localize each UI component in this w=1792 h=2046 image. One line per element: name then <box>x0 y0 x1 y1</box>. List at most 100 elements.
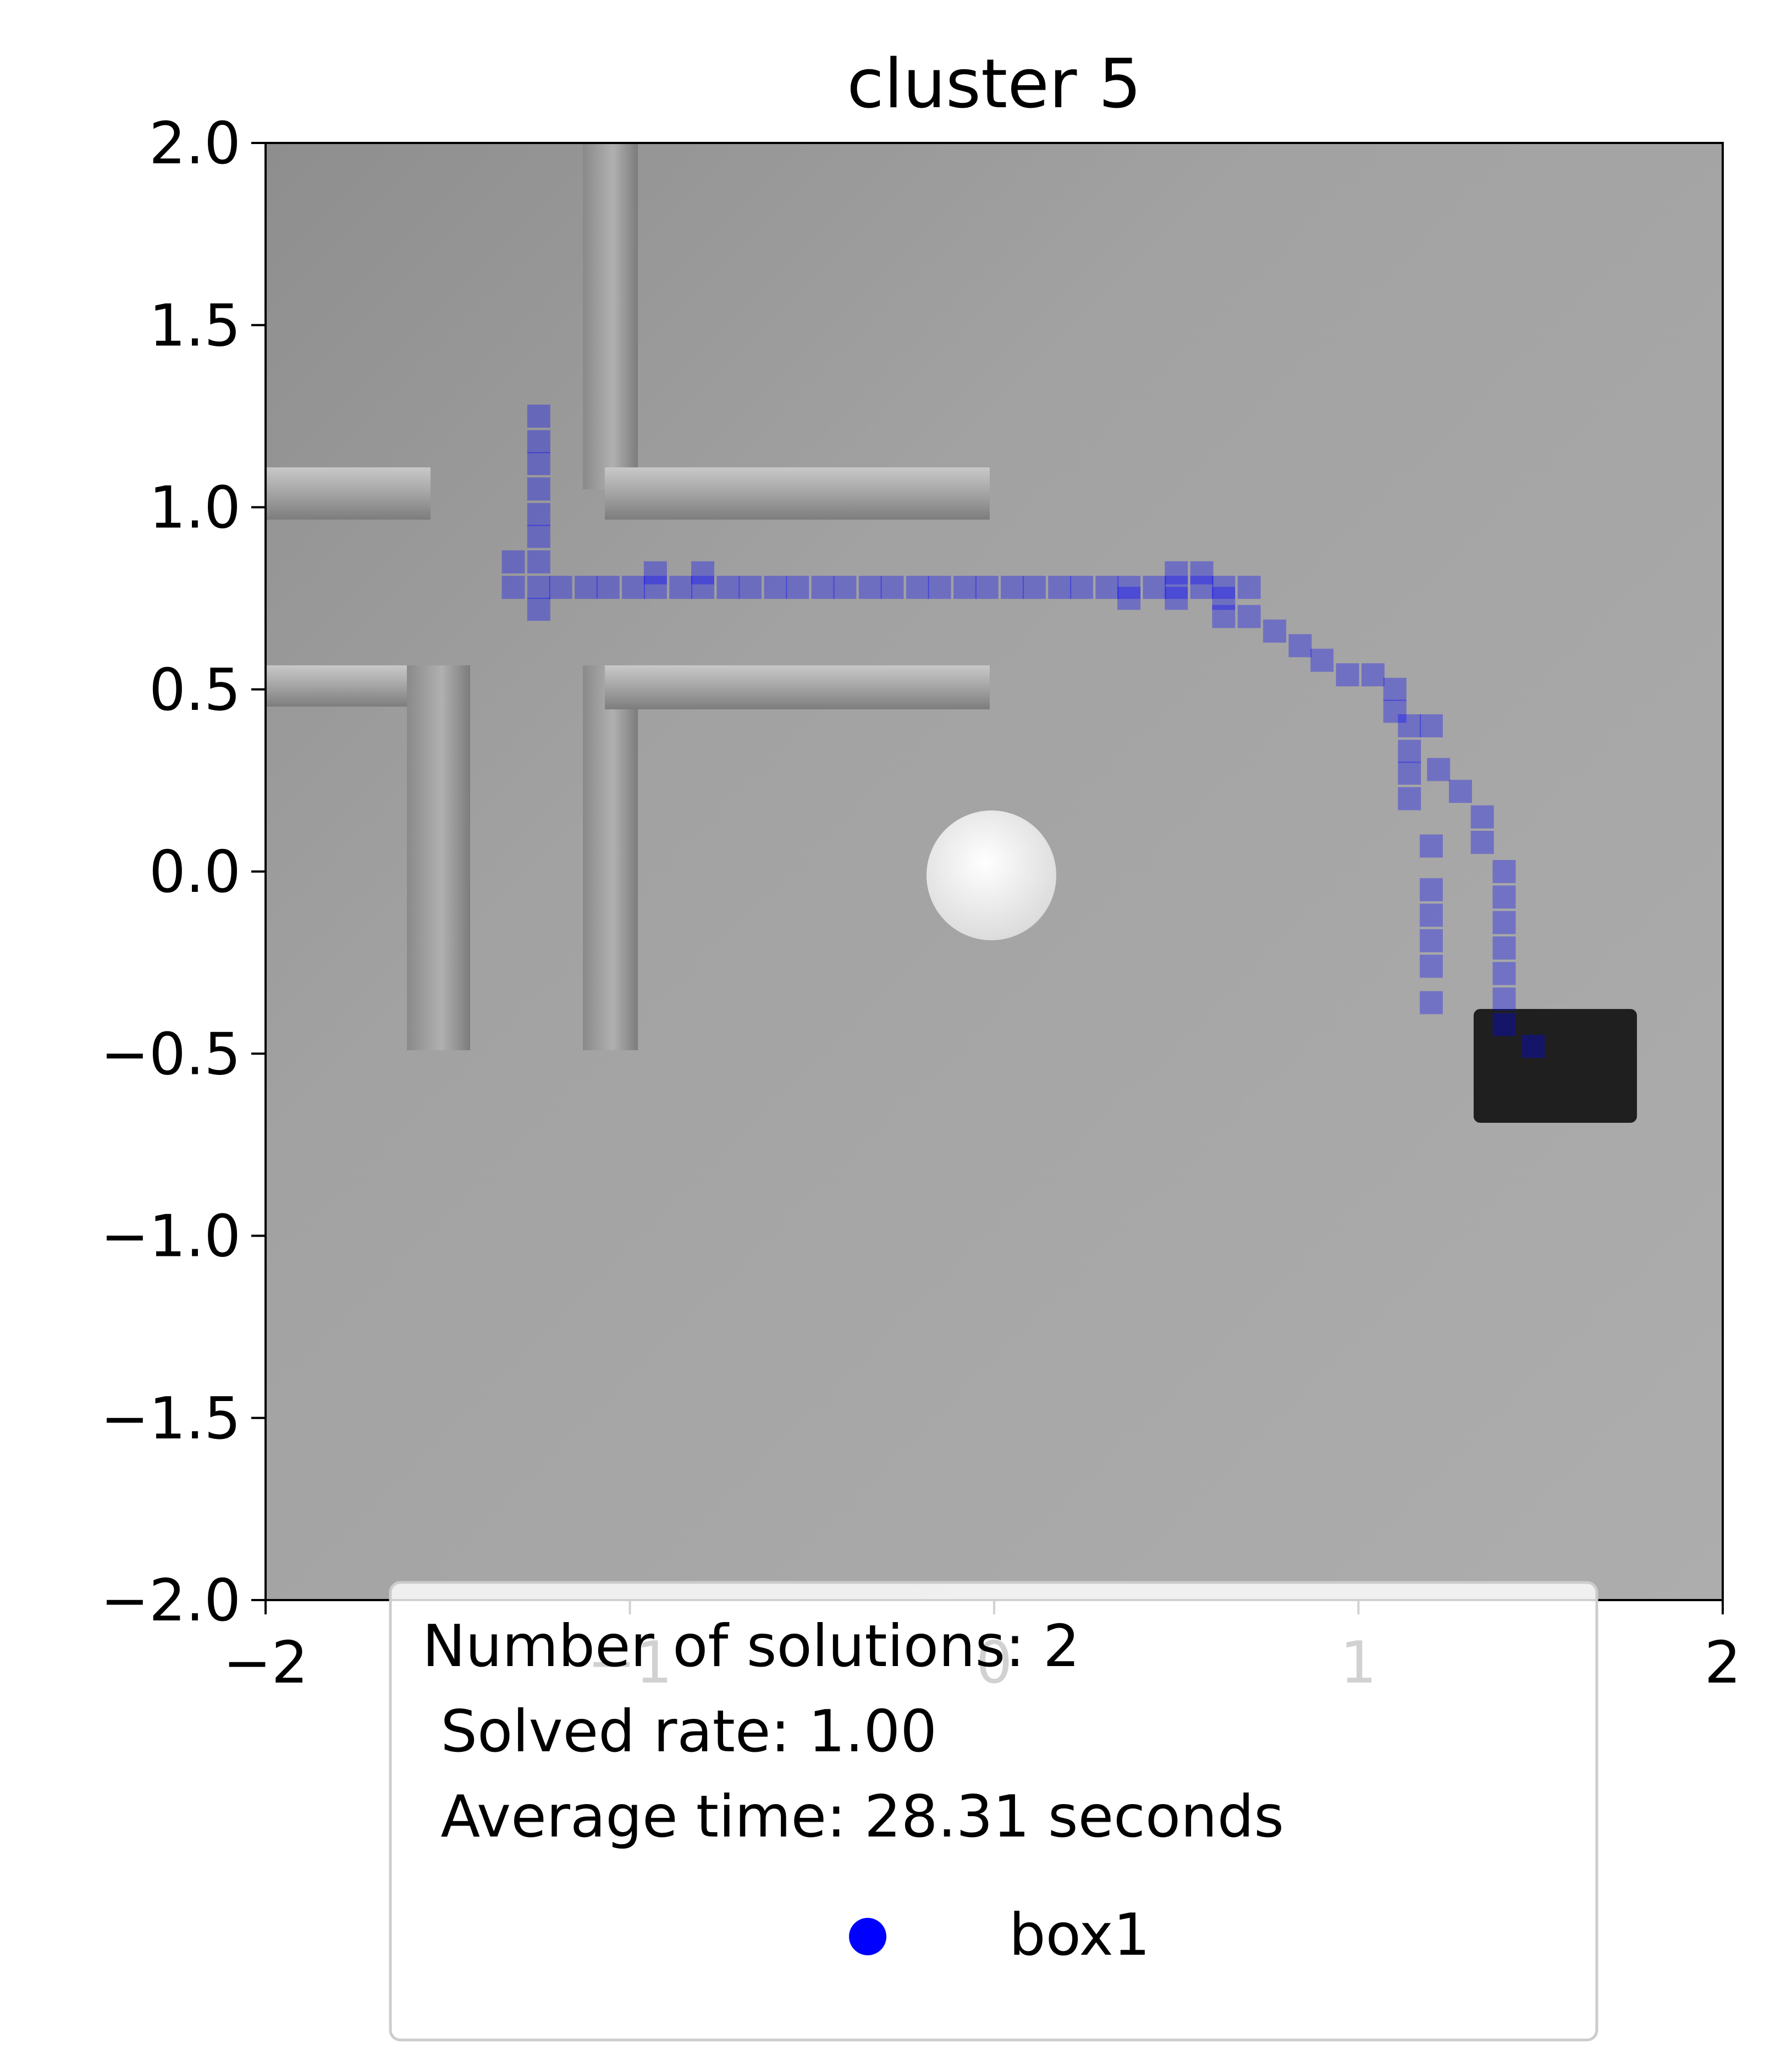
box1-point <box>1492 911 1516 934</box>
y-tick-label: −2.0 <box>101 1567 241 1634</box>
box1-point <box>527 404 550 428</box>
box1-point <box>527 525 550 548</box>
box1-point <box>596 576 620 599</box>
box1-point <box>1398 787 1421 810</box>
box1-point <box>527 598 550 621</box>
y-tick-label: 0.0 <box>149 839 241 906</box>
box1-point <box>1398 714 1421 737</box>
box1-point <box>1212 587 1236 610</box>
box1-points <box>501 404 1545 1058</box>
box1-point <box>833 576 857 599</box>
box1-point <box>1001 576 1024 599</box>
y-tick-label: −1.0 <box>101 1203 241 1270</box>
box1-object <box>1474 1009 1637 1123</box>
box1-point <box>811 576 835 599</box>
box1-point <box>1398 740 1421 763</box>
box1-point <box>1398 762 1421 785</box>
box1-point <box>1470 805 1494 829</box>
y-tick-label: 2.0 <box>149 110 241 177</box>
box1-point <box>1420 903 1443 927</box>
box1-point <box>1288 634 1312 658</box>
box1-point <box>1420 955 1443 978</box>
box1-point <box>1492 987 1516 1011</box>
box1-point <box>1383 699 1407 723</box>
box1-point <box>1383 677 1407 701</box>
box1-point <box>928 576 951 599</box>
legend-line-average-time: Average time: 28.31 seconds <box>422 1783 1284 1850</box>
box1-point <box>906 576 929 599</box>
box1-point <box>1492 936 1516 960</box>
box1-point <box>1117 587 1141 610</box>
box1-point <box>549 576 572 599</box>
box1-point <box>527 477 550 501</box>
box1-point <box>622 576 646 599</box>
wall-vertical-right <box>583 665 638 1050</box>
box1-point <box>527 576 550 599</box>
box1-point <box>880 576 904 599</box>
y-tick-label: 1.5 <box>149 292 241 359</box>
box1-point <box>1492 1013 1516 1036</box>
box1-point <box>669 576 693 599</box>
box1-point <box>1237 576 1261 599</box>
legend-box <box>389 1581 1598 2042</box>
box1-point <box>1095 576 1119 599</box>
wall-vertical-left <box>407 665 470 1050</box>
y-axis: 2.0 1.5 1.0 0.5 0.0 −0.5 −1.0 −1.5 −2.0 <box>101 110 266 1634</box>
box1-point <box>1420 991 1443 1014</box>
wall-right-lower <box>605 665 990 709</box>
box1-point <box>1165 576 1188 599</box>
box1-point <box>1022 576 1046 599</box>
box1-point <box>1070 576 1093 599</box>
x-tick-label: −2 <box>223 1629 308 1696</box>
box1-point <box>643 561 667 584</box>
wall-left-upper <box>266 467 431 520</box>
box1-point <box>1427 758 1451 781</box>
wall-vertical-top <box>583 143 638 489</box>
chart-title: cluster 5 <box>847 45 1142 124</box>
box1-point <box>1237 605 1261 628</box>
box1-point <box>786 576 809 599</box>
box1-point <box>1470 831 1494 854</box>
box1-point <box>975 576 999 599</box>
box1-point <box>858 576 882 599</box>
y-tick-label: 0.5 <box>149 657 241 724</box>
box1-point <box>1143 576 1166 599</box>
box1-point <box>1190 576 1214 599</box>
legend-line-solutions: Number of solutions: 2 <box>422 1613 1080 1680</box>
box1-point <box>1449 780 1472 803</box>
box1-point <box>1212 576 1236 599</box>
box1-point <box>716 576 740 599</box>
box1-point <box>691 561 714 584</box>
y-tick-label: −0.5 <box>101 1021 241 1088</box>
box1-point <box>1492 885 1516 909</box>
box1-point <box>527 430 550 454</box>
box1-point <box>1310 648 1334 672</box>
y-tick-label: −1.5 <box>101 1385 241 1452</box>
legend-label-box1: box1 <box>1009 1901 1150 1968</box>
box1-point <box>501 550 525 573</box>
box1-point <box>1492 860 1516 883</box>
legend-line-solved-rate: Solved rate: 1.00 <box>422 1698 937 1765</box>
box1-point <box>1117 576 1141 599</box>
box1-point <box>1165 561 1188 584</box>
box1-point <box>1492 962 1516 985</box>
box1-point <box>1336 663 1359 687</box>
box1-point <box>527 503 550 526</box>
box1-point <box>953 576 977 599</box>
box1-point <box>1165 587 1188 610</box>
box1-point <box>1048 576 1072 599</box>
box1-point <box>738 576 762 599</box>
y-tick-label: 1.0 <box>149 475 241 542</box>
x-tick-label: 2 <box>1705 1629 1741 1696</box>
box1-point <box>691 576 714 599</box>
legend: Number of solutions: 2 Solved rate: 1.00… <box>389 1581 1598 2042</box>
box1-point <box>764 576 787 599</box>
ball-obstacle <box>927 810 1056 940</box>
legend-marker-box1 <box>849 1918 886 1955</box>
box1-point <box>1190 561 1214 584</box>
box1-point <box>1420 929 1443 952</box>
box1-point <box>1420 834 1443 858</box>
box1-point <box>1361 663 1385 687</box>
wall-right-upper <box>605 467 990 520</box>
